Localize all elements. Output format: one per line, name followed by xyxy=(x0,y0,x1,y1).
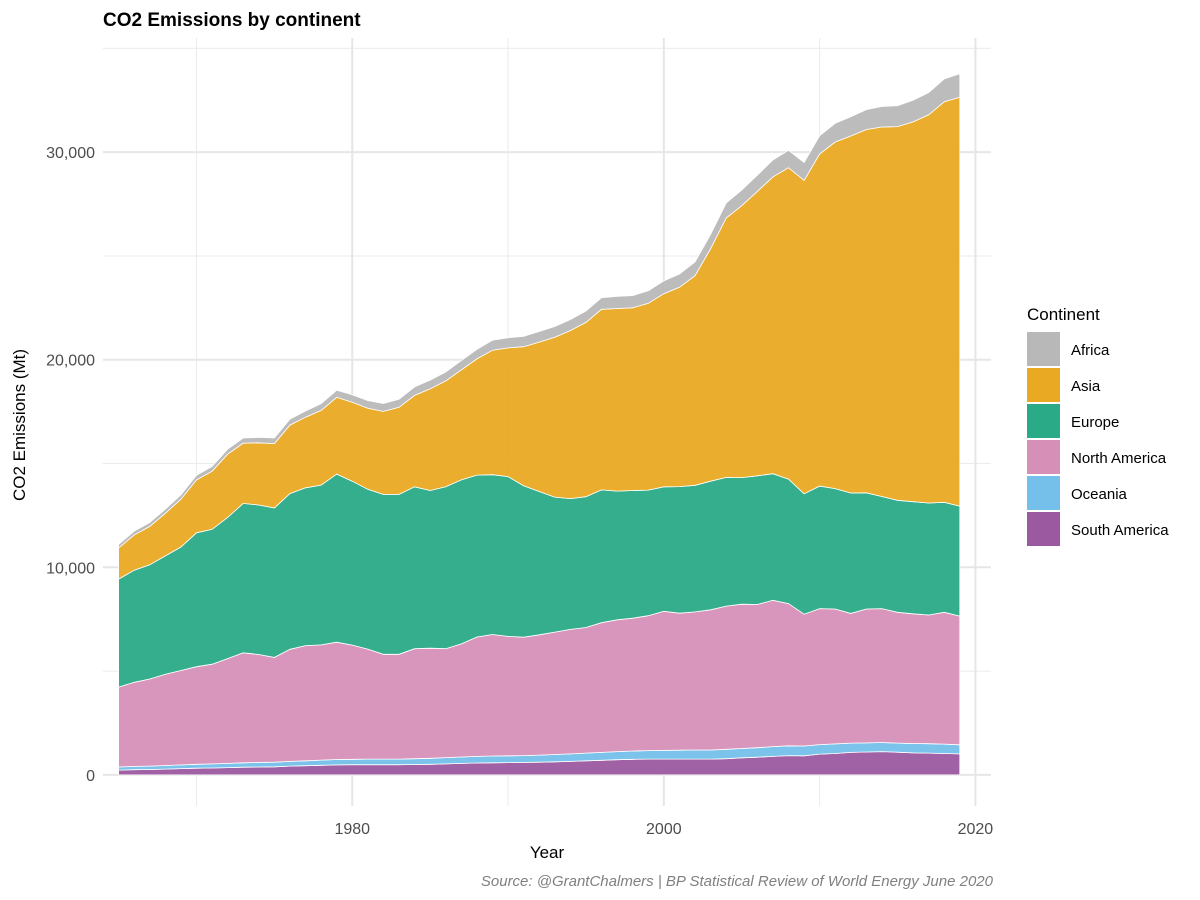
x-tick-label: 1980 xyxy=(334,821,370,838)
legend: Continent Africa Asia Europe North America O… xyxy=(1027,305,1169,546)
x-axis-title: Year xyxy=(530,843,565,862)
legend-swatch-south-america xyxy=(1027,512,1060,546)
legend-label-north-america: North America xyxy=(1071,450,1167,467)
legend-swatch-asia xyxy=(1027,368,1060,402)
x-tick-label: 2000 xyxy=(646,821,682,838)
legend-swatch-oceania xyxy=(1027,476,1060,510)
x-tick-label: 2020 xyxy=(958,821,994,838)
legend-label-oceania: Oceania xyxy=(1071,486,1128,503)
area-africa xyxy=(118,73,961,549)
y-tick-label: 10,000 xyxy=(46,560,95,577)
y-axis-ticks: 0 10,000 20,000 30,000 xyxy=(46,145,95,785)
legend-title: Continent xyxy=(1027,305,1100,324)
legend-label-asia: Asia xyxy=(1071,378,1101,395)
y-tick-label: 30,000 xyxy=(46,145,95,162)
y-tick-label: 0 xyxy=(86,768,95,785)
stacked-areas xyxy=(118,73,961,776)
legend-label-africa: Africa xyxy=(1071,342,1110,359)
legend-label-europe: Europe xyxy=(1071,414,1119,431)
chart-title: CO2 Emissions by continent xyxy=(103,10,361,31)
legend-swatch-europe xyxy=(1027,404,1060,438)
x-axis-ticks: 1980 2000 2020 xyxy=(334,821,993,838)
legend-swatch-north-america xyxy=(1027,440,1060,474)
chart-caption: Source: @GrantChalmers | BP Statistical … xyxy=(481,873,994,890)
legend-label-south-america: South America xyxy=(1071,522,1169,539)
y-axis-title: CO2 Emissions (Mt) xyxy=(10,349,29,501)
y-tick-label: 20,000 xyxy=(46,353,95,370)
legend-swatch-africa xyxy=(1027,332,1060,366)
